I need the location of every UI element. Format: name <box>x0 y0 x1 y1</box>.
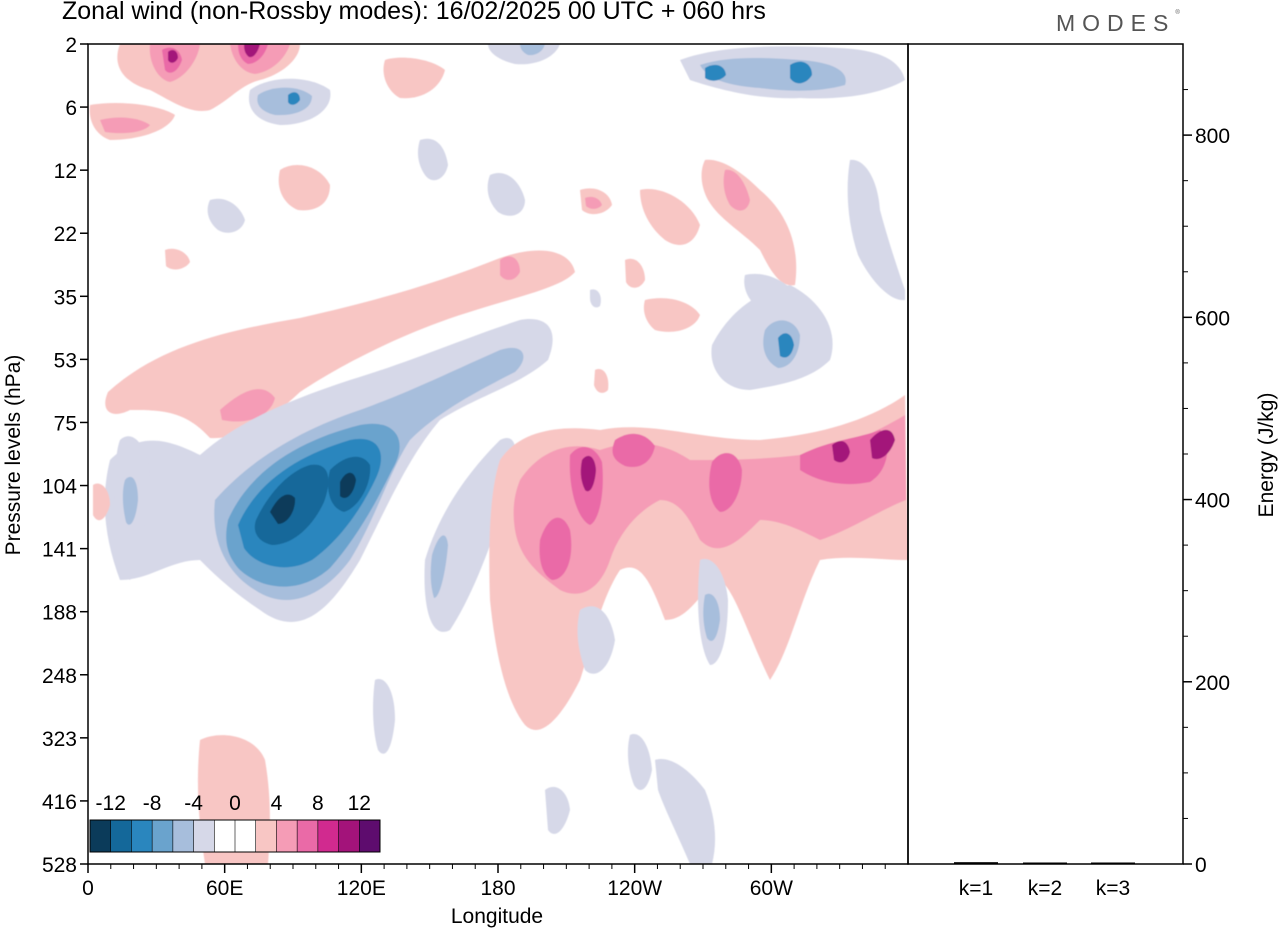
energy-tick-label: 600 <box>1195 307 1230 330</box>
y-tick-label: 188 <box>42 602 77 625</box>
modes-logo: MODES® <box>1056 10 1180 37</box>
energy-axis-label: Energy (J/kg) <box>1255 393 1278 518</box>
y-tick-label: 248 <box>42 665 77 688</box>
colorbar-swatch <box>193 820 215 852</box>
zonal-wind-field <box>89 44 908 864</box>
energy-panel-frame <box>907 43 1184 865</box>
energy-tick-label: 0 <box>1195 854 1207 877</box>
y-tick-label: 22 <box>54 223 77 246</box>
energy-bar <box>954 862 998 864</box>
energy-bar <box>1023 862 1067 864</box>
energy-tick-label: 400 <box>1195 490 1230 513</box>
chart-title: Zonal wind (non-Rossby modes): 16/02/202… <box>62 0 766 25</box>
y-tick-label: 2 <box>65 34 77 57</box>
energy-tick-label: 800 <box>1195 125 1230 148</box>
colorbar-frame <box>89 819 381 853</box>
colorbar-swatch <box>359 820 381 852</box>
energy-tick-label: 200 <box>1195 672 1230 695</box>
y-tick-label: 141 <box>42 539 77 562</box>
colorbar-swatch <box>235 820 257 852</box>
colorbar-swatch <box>317 820 339 852</box>
x-tick-label: 0 <box>82 877 94 900</box>
colorbar-label: -8 <box>143 792 162 815</box>
colorbar-swatch <box>172 820 194 852</box>
y-tick-label: 6 <box>65 97 77 120</box>
y-axis: 2 6 12 22 35 53 75 104 141 188 248 323 416 528 <box>42 34 88 877</box>
brand-text: MODES <box>1056 10 1176 36</box>
x-tick-label: 180 <box>480 877 515 900</box>
colorbar-swatch <box>214 820 236 852</box>
y-tick-label: 12 <box>54 160 77 183</box>
energy-bar <box>1091 862 1135 864</box>
x-tick-label: 60E <box>206 877 243 900</box>
energy-category-label: k=3 <box>1096 877 1130 900</box>
x-tick-label: 60W <box>750 877 793 900</box>
colorbar-label: -4 <box>184 792 203 815</box>
colorbar-swatch <box>110 820 132 852</box>
y-tick-label: 35 <box>54 286 77 309</box>
colorbar-swatch <box>255 820 277 852</box>
colorbar-swatch <box>131 820 153 852</box>
energy-category-label: k=1 <box>959 877 993 900</box>
energy-bars: k=1 k=2 k=3 <box>954 862 1135 900</box>
colorbar-swatch <box>90 820 112 852</box>
colorbar-label: 8 <box>312 792 324 815</box>
colorbar-swatch <box>152 820 174 852</box>
x-tick-label: 120W <box>607 877 662 900</box>
y-tick-label: 75 <box>54 412 77 435</box>
x-axis: 0 60E 120E 180 120W 60W <box>82 864 886 900</box>
y-tick-label: 416 <box>42 791 77 814</box>
energy-category-label: k=2 <box>1028 877 1062 900</box>
colorbar-swatch <box>297 820 319 852</box>
x-axis-label: Longitude <box>451 905 543 928</box>
colorbar-label: 0 <box>229 792 241 815</box>
y-tick-label: 53 <box>54 349 77 372</box>
colorbar-label: 12 <box>348 792 371 815</box>
colorbar-swatch <box>338 820 360 852</box>
y-tick-label: 104 <box>42 476 77 499</box>
y-axis-label: Pressure levels (hPa) <box>2 355 25 556</box>
y-tick-label: 323 <box>42 728 77 751</box>
energy-axis: 0 200 400 600 800 <box>1183 89 1230 877</box>
x-tick-label: 120E <box>337 877 386 900</box>
brand-mark: ® <box>1175 10 1180 16</box>
colorbar: -12 -8 -4 0 4 8 12 <box>89 792 381 853</box>
y-tick-label: 528 <box>42 854 77 877</box>
colorbar-label: -12 <box>96 792 126 815</box>
colorbar-label: 4 <box>271 792 283 815</box>
colorbar-swatch <box>276 820 298 852</box>
